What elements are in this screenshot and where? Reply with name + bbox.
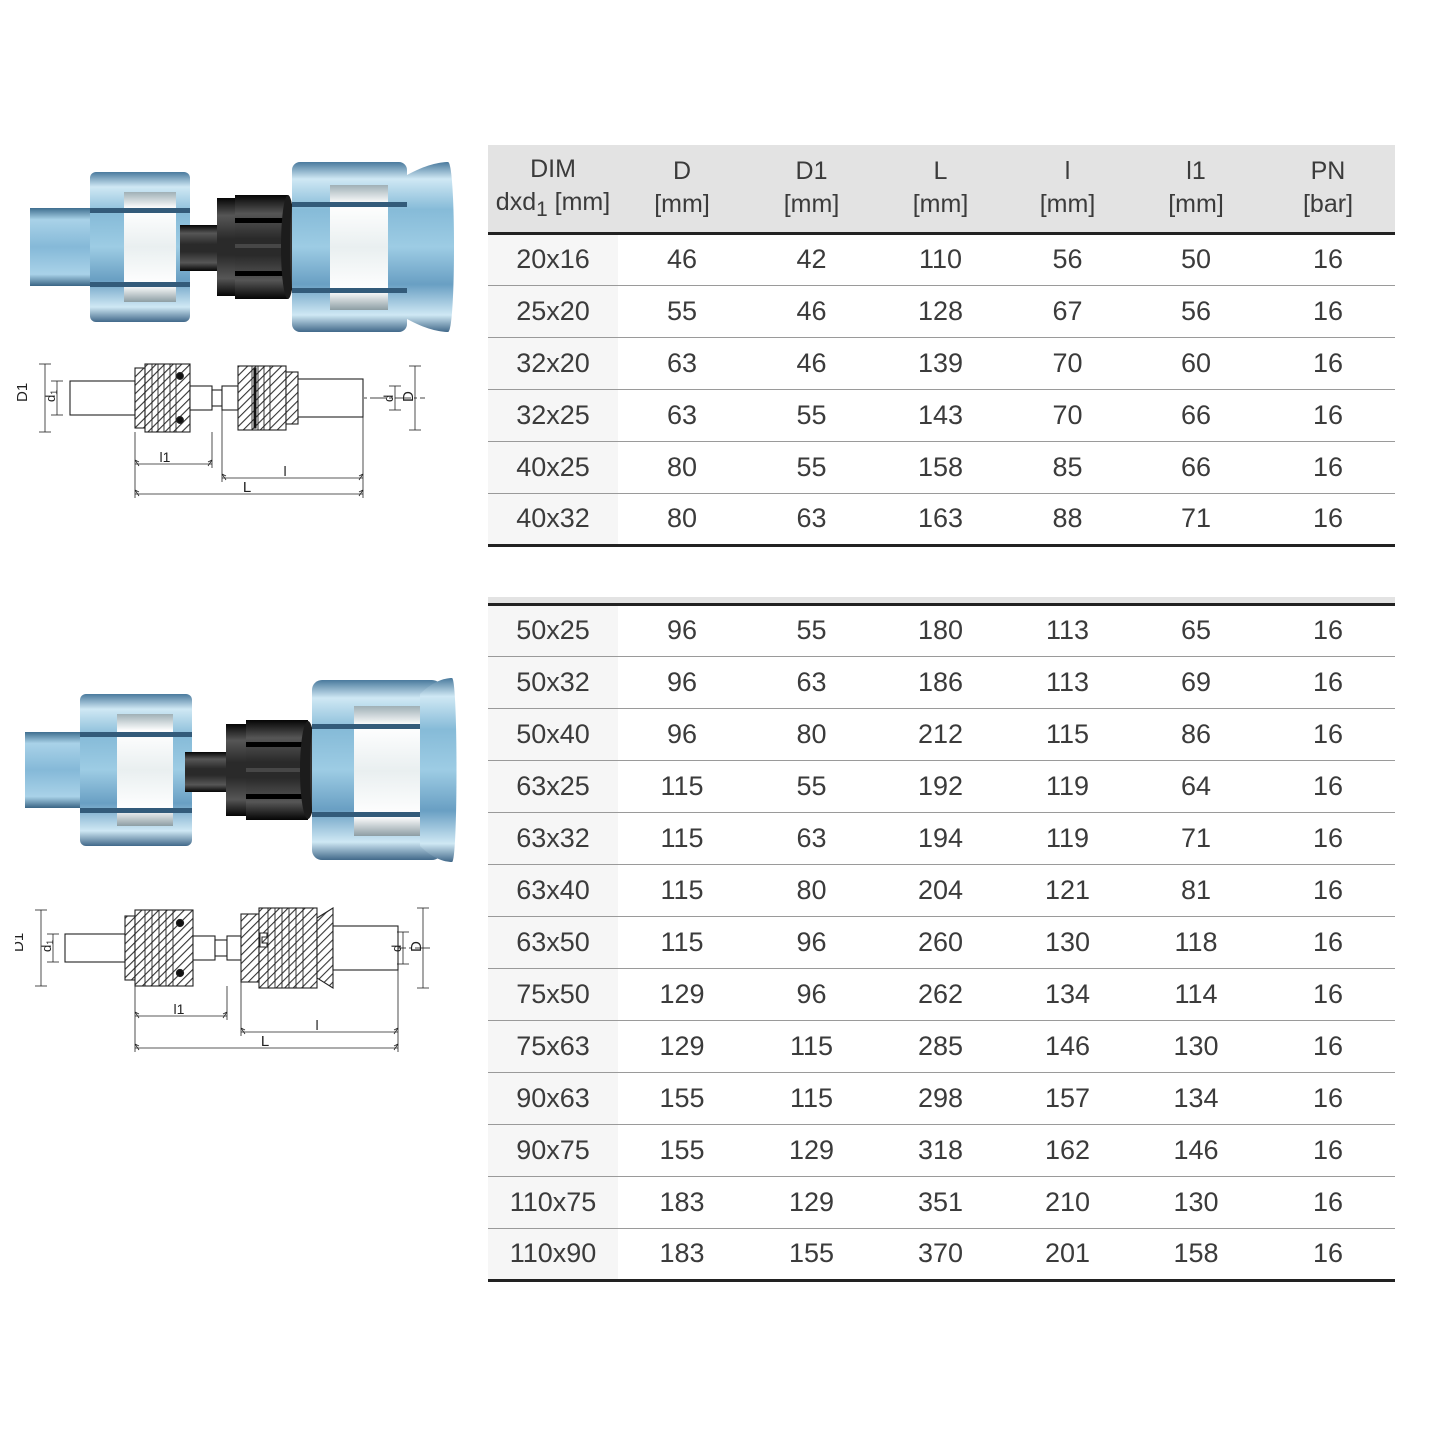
svg-text:D: D xyxy=(408,941,425,952)
svg-text:d1: d1 xyxy=(43,390,59,402)
svg-text:D1: D1 xyxy=(15,933,27,952)
svg-text:l1: l1 xyxy=(174,1001,185,1017)
svg-text:d: d xyxy=(389,945,404,952)
svg-text:D: D xyxy=(400,391,417,402)
svg-text:d: d xyxy=(381,395,396,402)
svg-text:l: l xyxy=(283,463,286,479)
svg-text:l1: l1 xyxy=(160,449,171,465)
svg-text:L: L xyxy=(243,479,251,496)
svg-text:l: l xyxy=(315,1017,318,1033)
svg-text:d1: d1 xyxy=(39,940,55,952)
svg-text:L: L xyxy=(261,1033,269,1050)
svg-text:D1: D1 xyxy=(15,383,31,402)
